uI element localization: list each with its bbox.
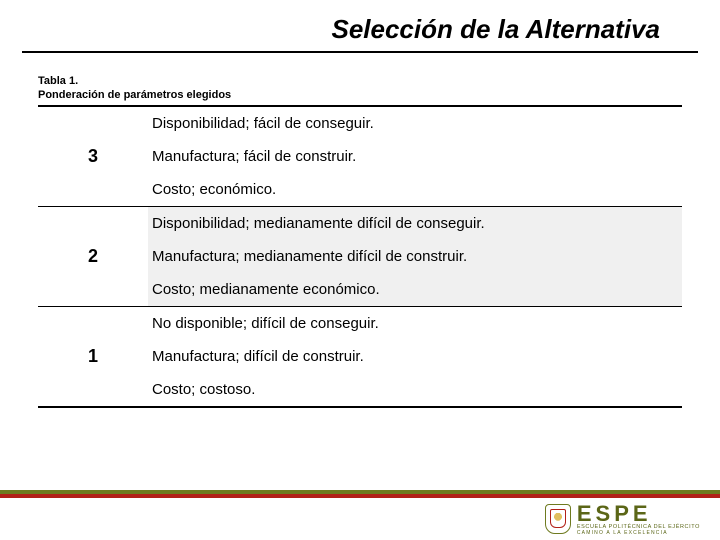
score-cell: 1 — [38, 307, 148, 406]
table-row: Costo; medianamente económico. — [148, 273, 682, 306]
table-row: Manufactura; fácil de construir. — [148, 140, 682, 173]
table-row: No disponible; difícil de conseguir. — [148, 307, 682, 340]
desc-col: No disponible; difícil de conseguir. Man… — [148, 307, 682, 406]
caption-line-2: Ponderación de parámetros elegidos — [38, 89, 682, 103]
desc-col: Disponibilidad; medianamente difícil de … — [148, 207, 682, 306]
table-caption: Tabla 1. Ponderación de parámetros elegi… — [38, 75, 682, 103]
score-cell: 2 — [38, 207, 148, 306]
logo-sub2: CAMINO A LA EXCELENCIA — [577, 531, 700, 536]
table-row: Costo; costoso. — [148, 373, 682, 406]
shield-icon — [545, 504, 571, 534]
stripe-red — [0, 494, 720, 498]
parameters-table: 3 Disponibilidad; fácil de conseguir. Ma… — [38, 105, 682, 408]
logo-name: ESPE — [577, 503, 700, 525]
slide-title: Selección de la Alternativa — [22, 0, 698, 53]
caption-line-1: Tabla 1. — [38, 75, 682, 89]
footer-stripes — [0, 490, 720, 498]
table-group: 2 Disponibilidad; medianamente difícil d… — [38, 207, 682, 307]
content-area: Tabla 1. Ponderación de parámetros elegi… — [0, 53, 720, 408]
score-cell: 3 — [38, 107, 148, 206]
espe-logo: ESPE ESCUELA POLITÉCNICA DEL EJÉRCITO CA… — [545, 503, 700, 537]
logo-text: ESPE ESCUELA POLITÉCNICA DEL EJÉRCITO CA… — [577, 503, 700, 537]
table-row: Disponibilidad; fácil de conseguir. — [148, 107, 682, 140]
desc-col: Disponibilidad; fácil de conseguir. Manu… — [148, 107, 682, 206]
table-row: Manufactura; difícil de construir. — [148, 340, 682, 373]
table-group: 1 No disponible; difícil de conseguir. M… — [38, 307, 682, 406]
table-row: Costo; económico. — [148, 173, 682, 206]
table-group: 3 Disponibilidad; fácil de conseguir. Ma… — [38, 107, 682, 207]
table-row: Manufactura; medianamente difícil de con… — [148, 240, 682, 273]
table-row: Disponibilidad; medianamente difícil de … — [148, 207, 682, 240]
